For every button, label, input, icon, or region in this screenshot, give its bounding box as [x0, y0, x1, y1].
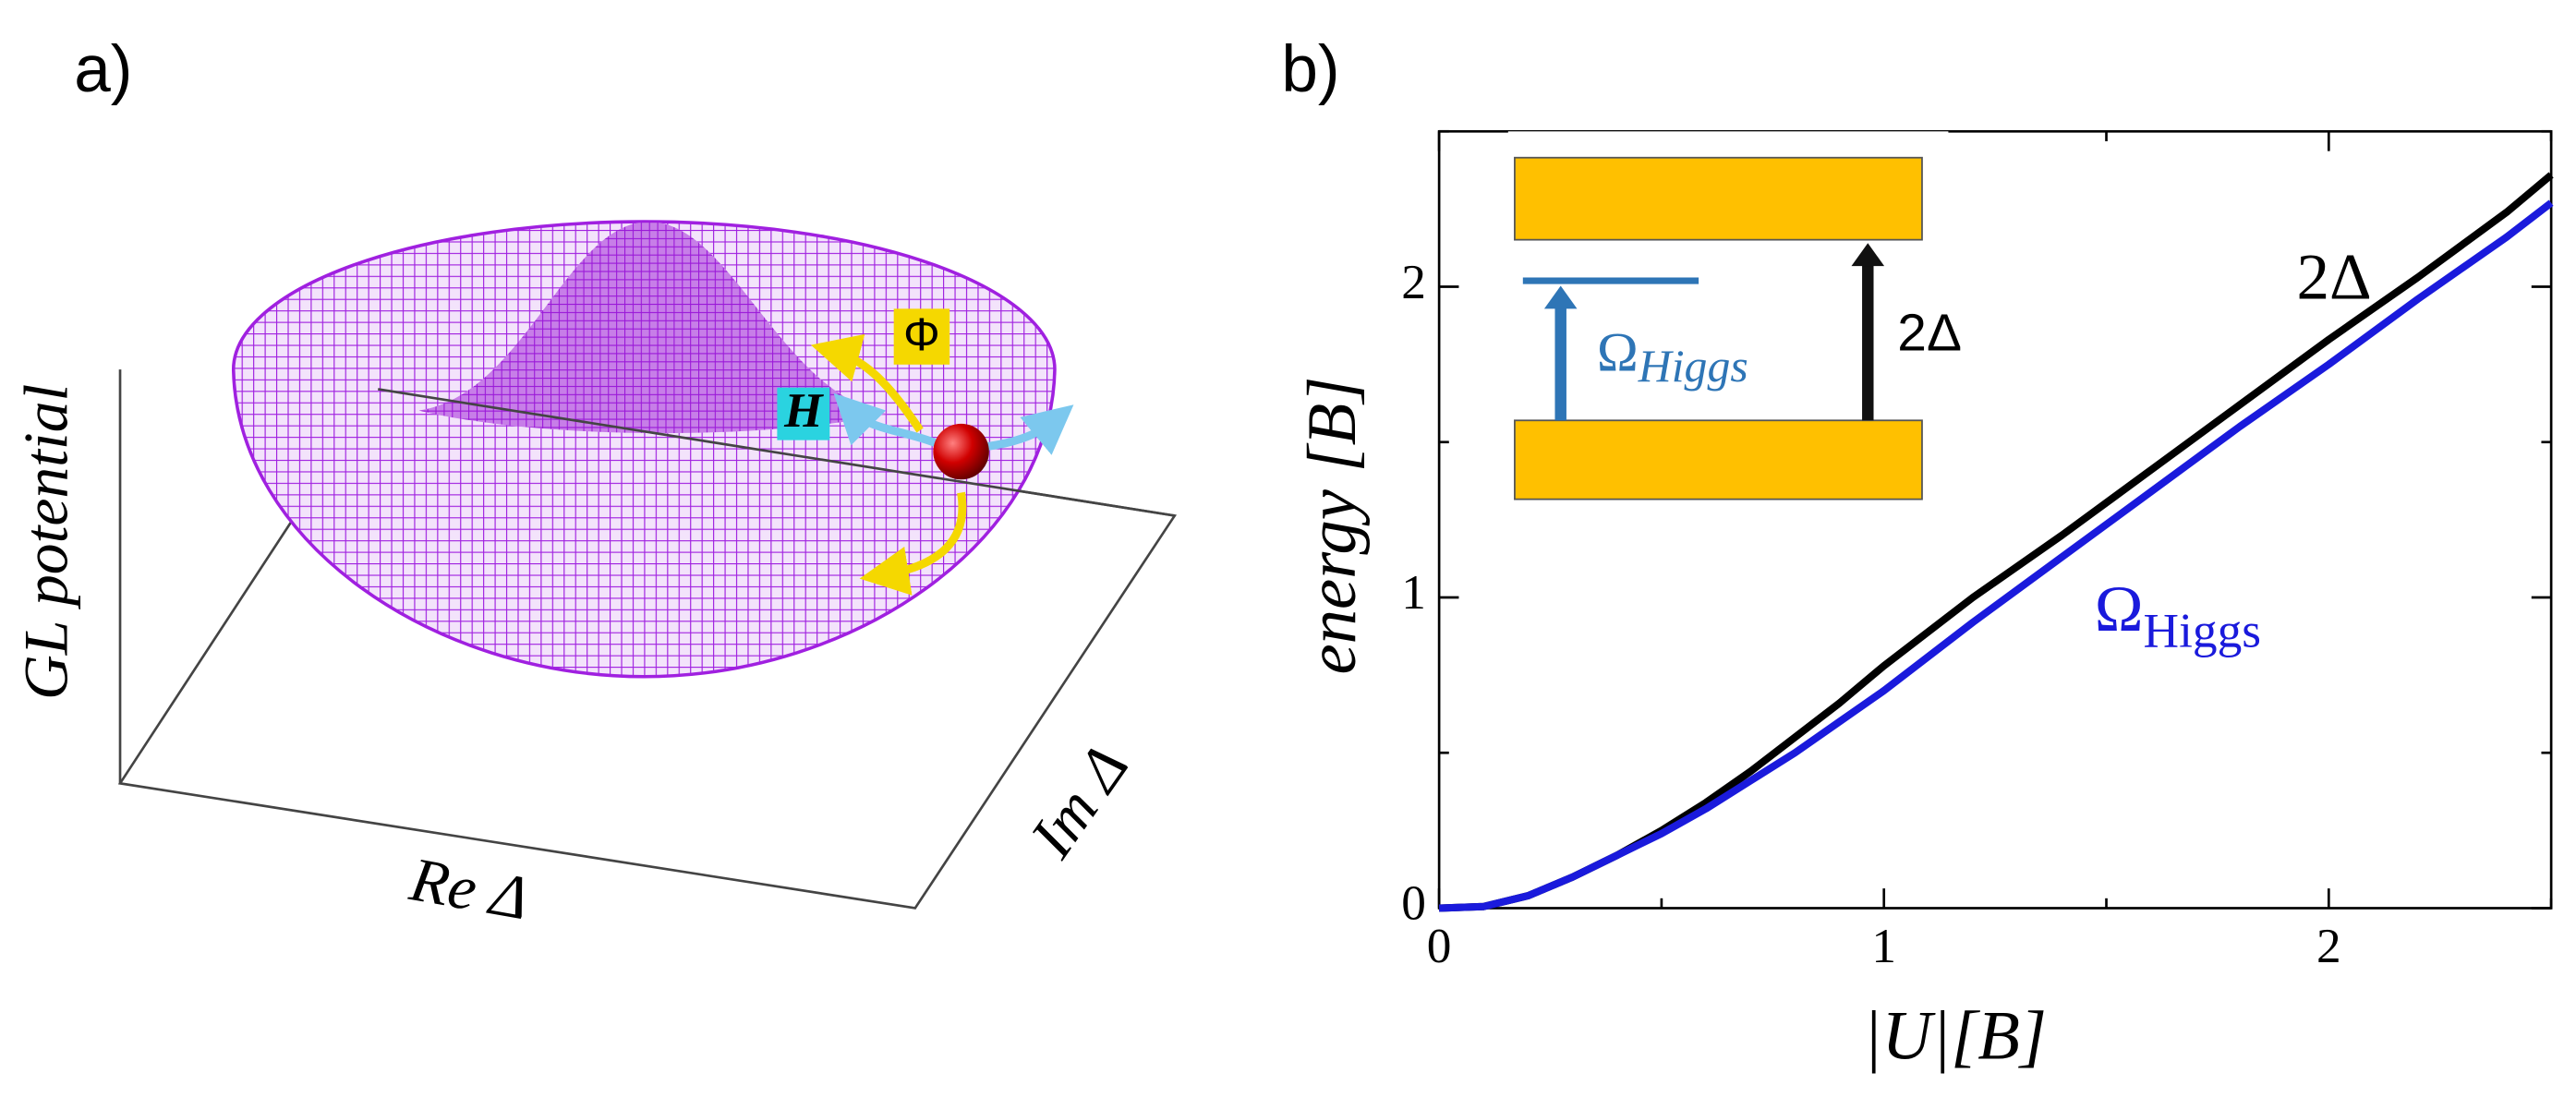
x-tick-label: 2: [2316, 918, 2341, 973]
y-tick-label: 1: [1401, 564, 1426, 620]
x-axis-label: |U|[B]: [1863, 997, 2047, 1074]
y-tick-label: 0: [1401, 875, 1426, 931]
y-tick-label: 2: [1401, 254, 1426, 309]
series-name: 2Δ: [2296, 242, 2371, 314]
mode-symbol: Ω: [1597, 322, 1639, 384]
ball: [933, 423, 989, 480]
series-subscript: Higgs: [2144, 603, 2261, 658]
inset: 2Δ ΩHiggs: [1507, 131, 1962, 526]
higgs-arrow: [833, 392, 938, 448]
label-box: [893, 308, 950, 365]
hump: [418, 222, 888, 434]
series-name: Ω: [2095, 573, 2144, 645]
potential-plot: Φ H GL potential Re Δ Im Δ: [12, 220, 1178, 933]
higgs-label: H: [783, 382, 824, 438]
band: [1514, 419, 1923, 500]
y-label: Im Δ: [1016, 733, 1141, 871]
arrow-head: [1851, 243, 1885, 267]
z-label: GL potential: [12, 384, 81, 700]
panel-label: b): [1281, 33, 1339, 106]
series-label: 2Δ: [2296, 242, 2371, 314]
mode-label: ΩHiggs: [1597, 322, 1748, 392]
panel-label: a): [74, 33, 132, 106]
phase-arrow: [810, 333, 924, 433]
gap-label: 2Δ: [1897, 304, 1962, 363]
plot-frame: [1437, 129, 2553, 910]
plane-edge: [378, 388, 1175, 517]
higgs-arrow: [985, 404, 1074, 455]
mode-subscript: Higgs: [1638, 341, 1748, 392]
x-tick-label: 0: [1427, 918, 1452, 973]
phase-label: Φ: [903, 309, 940, 361]
y-axis-label: energy [B]: [1294, 377, 1371, 675]
phase-arrow: [859, 491, 967, 596]
arrow-head: [1543, 285, 1578, 309]
band: [1514, 156, 1923, 241]
x-label: Re Δ: [405, 844, 534, 933]
series-label: ΩHiggs: [2095, 573, 2261, 657]
x-tick-label: 1: [1871, 918, 1896, 973]
label-box: [777, 387, 830, 440]
series-line: [1438, 199, 2554, 912]
